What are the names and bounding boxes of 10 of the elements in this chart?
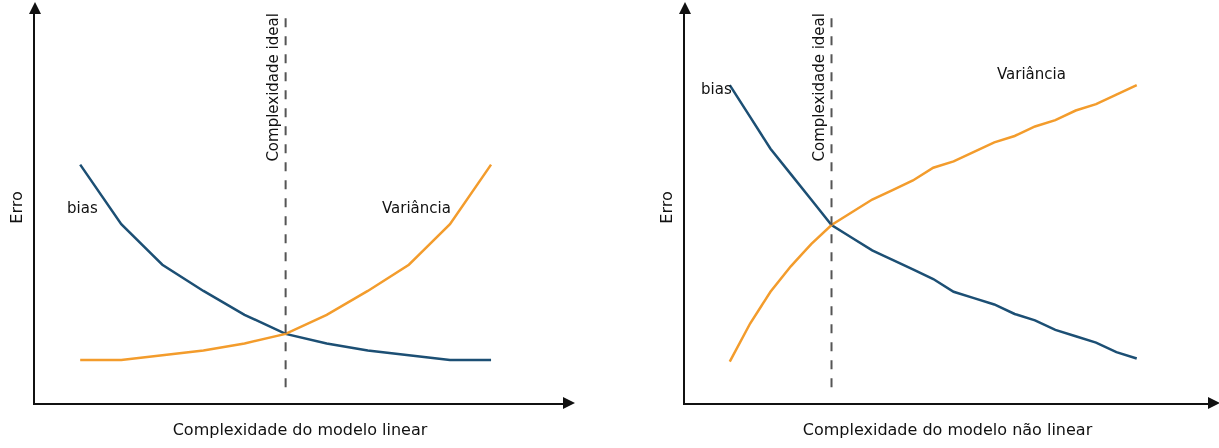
- series-label: Variância: [382, 199, 451, 217]
- x-axis-title: Complexidade do modelo não linear: [802, 420, 1093, 440]
- y-axis-title: Erro: [657, 191, 677, 224]
- y-axis-title: Erro: [7, 191, 27, 224]
- series-label: bias: [67, 199, 98, 217]
- series-label: Variância: [997, 65, 1066, 83]
- annotation: Complexidade ideal: [809, 13, 828, 162]
- text: Complexidade ideal: [263, 13, 282, 162]
- series-label: bias: [701, 80, 732, 98]
- x-axis-title: Complexidade do modelo linear: [172, 420, 428, 440]
